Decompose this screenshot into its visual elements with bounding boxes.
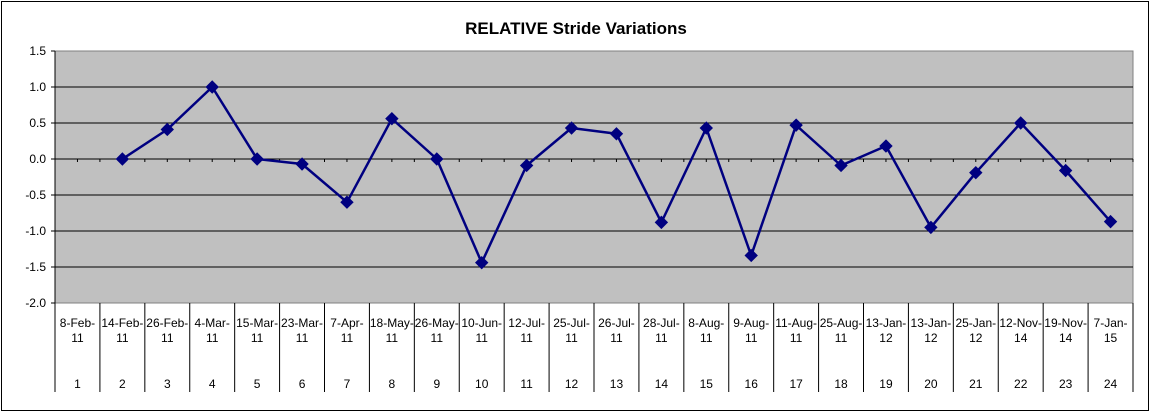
data-point-marker xyxy=(969,165,983,180)
x-tick-label: 7-Jan-15 xyxy=(1094,316,1128,345)
x-tick-label: 12-Nov-14 xyxy=(999,316,1042,345)
chart-title: RELATIVE Stride Variations xyxy=(465,19,687,38)
x-index-label: 20 xyxy=(924,377,938,391)
x-index-label: 13 xyxy=(610,377,624,391)
data-point-marker xyxy=(115,152,130,166)
x-tick-label: 25-Aug-11 xyxy=(820,316,863,345)
data-point-marker xyxy=(160,122,174,137)
data-point-marker xyxy=(340,195,354,209)
x-tick-label: 26-May-11 xyxy=(415,316,459,345)
x-index-label: 23 xyxy=(1059,377,1073,391)
gridlines xyxy=(54,86,1134,268)
data-point-marker xyxy=(879,139,893,153)
data-point-marker xyxy=(205,80,219,94)
x-index-label: 19 xyxy=(879,377,893,391)
x-index-label: 22 xyxy=(1014,377,1028,391)
data-point-marker xyxy=(295,157,309,171)
x-index-label: 17 xyxy=(789,377,803,391)
x-index-label: 12 xyxy=(565,377,579,391)
x-tick-label: 26-Jul-11 xyxy=(598,316,635,345)
x-index-label: 7 xyxy=(344,377,351,391)
x-index-label: 4 xyxy=(209,377,216,391)
x-tick-label: 26-Feb-11 xyxy=(146,316,188,345)
x-tick-label: 10-Jun-11 xyxy=(461,316,502,345)
data-point-marker xyxy=(744,248,758,263)
data-point-marker xyxy=(654,215,669,230)
x-tick-label: 23-Mar-11 xyxy=(281,316,323,345)
plot-area xyxy=(54,50,1134,304)
x-tick-label: 4-Mar-11 xyxy=(195,316,230,345)
x-tick-label: 14-Feb-11 xyxy=(101,316,143,345)
x-index-label: 14 xyxy=(655,377,669,391)
x-tick-label: 12-Jul-11 xyxy=(508,316,545,345)
x-axis: 8-Feb-11 1 14-Feb-11 2 26-Feb-11 3 4-Mar-11 4 15… xyxy=(54,51,1134,392)
data-point-marker xyxy=(519,158,534,173)
x-index-label: 24 xyxy=(1104,377,1118,391)
x-index-label: 8 xyxy=(389,377,396,391)
data-point-marker xyxy=(1014,116,1028,130)
x-index-label: 9 xyxy=(433,377,440,391)
x-tick-label: 28-Jul-11 xyxy=(643,316,680,345)
x-tick-label: 15-Mar-11 xyxy=(236,316,278,345)
x-index-label: 10 xyxy=(475,377,489,391)
data-point-marker xyxy=(699,121,713,135)
data-point-marker xyxy=(250,152,264,166)
y-tick-label: -1.5 xyxy=(25,260,46,274)
x-tick-label: 25-Jan-12 xyxy=(955,316,996,345)
x-tick-label: 13-Jan-12 xyxy=(866,316,907,345)
x-index-label: 11 xyxy=(520,377,533,391)
x-tick-label: 8-Feb-11 xyxy=(60,316,95,345)
x-index-label: 6 xyxy=(299,377,306,391)
x-tick-label: 7-Apr-11 xyxy=(330,316,363,345)
y-tick-label: 0.5 xyxy=(29,116,46,130)
y-tick-label: -0.5 xyxy=(25,188,46,202)
data-point-marker xyxy=(385,111,399,126)
x-tick-label: 25-Jul-11 xyxy=(553,316,590,345)
y-tick-label: -1.0 xyxy=(25,224,46,238)
x-tick-label: 9-Aug-11 xyxy=(733,316,769,345)
x-index-label: 2 xyxy=(119,377,126,391)
x-tick-label: 18-May-11 xyxy=(370,316,414,345)
x-index-label: 3 xyxy=(164,377,171,391)
data-point-marker xyxy=(924,220,938,235)
x-index-label: 5 xyxy=(254,377,261,391)
y-tick-label: 1.0 xyxy=(29,80,46,94)
data-point-marker xyxy=(475,255,489,270)
data-point-marker xyxy=(834,158,848,173)
y-axis: 1.5 1.0 0.5 0.0 -0.5 -1.0 -1.5 -2.0 xyxy=(25,44,55,310)
x-tick-label: 13-Jan-12 xyxy=(911,316,952,345)
x-tick-label: 19-Nov-14 xyxy=(1044,316,1087,345)
data-point-marker xyxy=(564,121,579,135)
y-tick-label: -2.0 xyxy=(25,296,46,310)
data-point-marker xyxy=(789,118,803,132)
x-tick-label: 8-Aug-11 xyxy=(688,316,724,345)
x-index-label: 16 xyxy=(745,377,759,391)
data-point-marker xyxy=(1103,214,1118,229)
y-tick-label: 0.0 xyxy=(29,152,46,166)
x-index-label: 15 xyxy=(700,377,714,391)
data-point-marker xyxy=(609,127,624,141)
y-tick-label: 1.5 xyxy=(29,44,46,58)
x-index-label: 18 xyxy=(834,377,848,391)
series-markers xyxy=(115,80,1118,270)
data-point-marker xyxy=(1058,163,1073,178)
data-point-marker xyxy=(430,152,444,166)
x-tick-label: 11-Aug-11 xyxy=(775,316,817,345)
x-index-label: 21 xyxy=(969,377,983,391)
x-index-label: 1 xyxy=(74,377,81,391)
